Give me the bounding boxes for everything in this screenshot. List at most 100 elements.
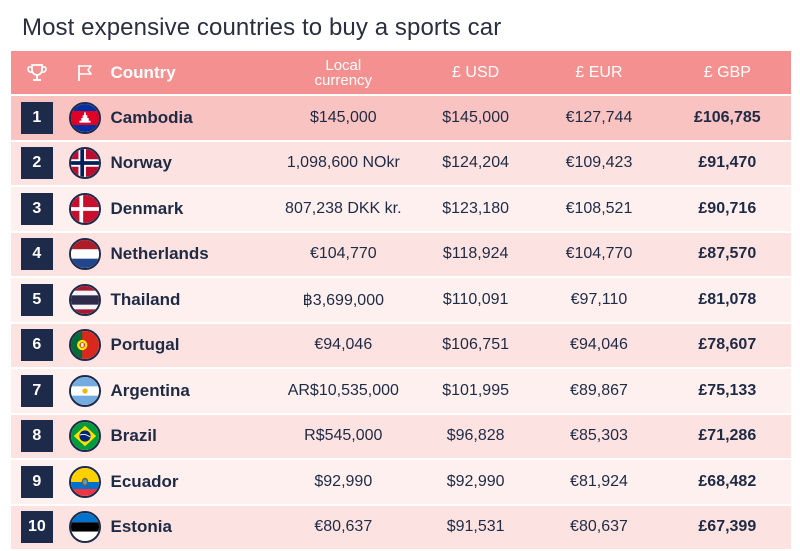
usd-cell: $118,924	[417, 245, 534, 263]
usd-cell: $145,000	[417, 109, 534, 127]
local-currency-cell: $145,000	[270, 109, 417, 127]
local-currency-cell: ฿3,699,000	[270, 290, 417, 310]
flag-cell	[63, 466, 107, 498]
brazil-flag-icon	[69, 420, 101, 452]
rank-cell: 3	[11, 193, 63, 225]
country-cell: Netherlands	[107, 244, 270, 264]
local-currency-cell: 807,238 DKK kr.	[270, 200, 417, 218]
rank-badge: 10	[21, 511, 53, 543]
country-cell: Denmark	[107, 199, 270, 219]
country-cell: Argentina	[107, 381, 270, 401]
local-currency-cell: AR$10,535,000	[270, 382, 417, 400]
rank-badge: 6	[21, 329, 53, 361]
netherlands-flag-icon	[69, 238, 101, 270]
eur-cell: €80,637	[534, 518, 663, 536]
gbp-cell: £75,133	[664, 382, 791, 400]
usd-cell: $124,204	[417, 154, 534, 172]
rank-badge: 9	[21, 466, 53, 498]
flag-cell	[63, 193, 107, 225]
header-country: Country	[107, 63, 270, 83]
usd-cell: $123,180	[417, 200, 534, 218]
flag-icon	[63, 63, 107, 83]
flag-cell	[63, 238, 107, 270]
usd-cell: $96,828	[417, 427, 534, 445]
header-usd: £ USD	[417, 64, 534, 82]
country-cell: Portugal	[107, 335, 270, 355]
usd-cell: $101,995	[417, 382, 534, 400]
local-currency-cell: €80,637	[270, 518, 417, 536]
gbp-cell: £67,399	[664, 518, 791, 536]
usd-cell: $106,751	[417, 336, 534, 354]
eur-cell: €127,744	[534, 109, 663, 127]
country-cell: Cambodia	[107, 108, 270, 128]
flag-cell	[63, 102, 107, 134]
ranking-table: Country Local currency £ USD £ EUR £ GBP…	[11, 51, 791, 551]
rank-badge: 8	[21, 420, 53, 452]
rank-cell: 2	[11, 147, 63, 179]
rank-badge: 7	[21, 375, 53, 407]
gbp-cell: £78,607	[664, 336, 791, 354]
rank-cell: 1	[11, 102, 63, 134]
eur-cell: €108,521	[534, 200, 663, 218]
rank-badge: 5	[21, 284, 53, 316]
local-currency-cell: €104,770	[270, 245, 417, 263]
argentina-flag-icon	[69, 375, 101, 407]
estonia-flag-icon	[69, 511, 101, 543]
rank-badge: 2	[21, 147, 53, 179]
flag-cell	[63, 375, 107, 407]
header-gbp: £ GBP	[664, 64, 791, 82]
gbp-cell: £90,716	[664, 200, 791, 218]
local-currency-cell: R$545,000	[270, 427, 417, 445]
eur-cell: €94,046	[534, 336, 663, 354]
table-row: 5 Thailand฿3,699,000$110,091€97,110£81,07…	[11, 278, 791, 324]
country-cell: Brazil	[107, 426, 270, 446]
cambodia-flag-icon	[69, 102, 101, 134]
gbp-cell: £68,482	[664, 473, 791, 491]
norway-flag-icon	[69, 147, 101, 179]
rank-cell: 10	[11, 511, 63, 543]
eur-cell: €81,924	[534, 473, 663, 491]
rank-cell: 8	[11, 420, 63, 452]
flag-cell	[63, 329, 107, 361]
gbp-cell: £91,470	[664, 154, 791, 172]
eur-cell: €85,303	[534, 427, 663, 445]
ecuador-flag-icon	[69, 466, 101, 498]
local-currency-cell: €94,046	[270, 336, 417, 354]
eur-cell: €89,867	[534, 382, 663, 400]
local-currency-cell: $92,990	[270, 473, 417, 491]
usd-cell: $110,091	[417, 291, 534, 309]
header-eur: £ EUR	[534, 64, 663, 82]
gbp-cell: £81,078	[664, 291, 791, 309]
usd-cell: $91,531	[417, 518, 534, 536]
chart-title: Most expensive countries to buy a sports…	[22, 14, 501, 42]
rank-cell: 5	[11, 284, 63, 316]
eur-cell: €109,423	[534, 154, 663, 172]
eur-cell: €104,770	[534, 245, 663, 263]
gbp-cell: £106,785	[664, 109, 791, 127]
header-local-currency: Local currency	[270, 58, 417, 88]
eur-cell: €97,110	[534, 291, 663, 309]
rank-cell: 7	[11, 375, 63, 407]
country-cell: Ecuador	[107, 472, 270, 492]
table-header: Country Local currency £ USD £ EUR £ GBP	[11, 51, 791, 96]
country-cell: Norway	[107, 153, 270, 173]
rank-badge: 4	[21, 238, 53, 270]
flag-cell	[63, 420, 107, 452]
rank-cell: 4	[11, 238, 63, 270]
flag-cell	[63, 511, 107, 543]
gbp-cell: £87,570	[664, 245, 791, 263]
local-currency-cell: 1,098,600 NOkr	[270, 154, 417, 172]
thailand-flag-icon	[69, 284, 101, 316]
usd-cell: $92,990	[417, 473, 534, 491]
country-cell: Estonia	[107, 517, 270, 537]
country-cell: Thailand	[107, 290, 270, 310]
flag-cell	[63, 284, 107, 316]
